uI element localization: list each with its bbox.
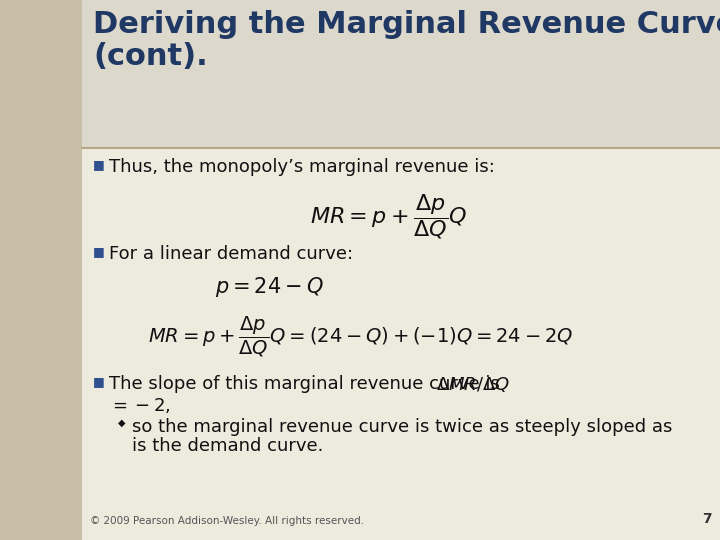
Text: 7: 7 bbox=[703, 512, 712, 526]
Text: Thus, the monopoly’s marginal revenue is:: Thus, the monopoly’s marginal revenue is… bbox=[109, 158, 495, 176]
Text: ■: ■ bbox=[93, 375, 104, 388]
FancyBboxPatch shape bbox=[0, 0, 82, 540]
Text: $MR = p + \dfrac{\Delta p}{\Delta Q}Q = (24 - Q) + (-1)Q = 24 - 2Q$: $MR = p + \dfrac{\Delta p}{\Delta Q}Q = … bbox=[148, 315, 573, 359]
FancyBboxPatch shape bbox=[82, 0, 720, 148]
Text: Deriving the Marginal Revenue Curve: Deriving the Marginal Revenue Curve bbox=[93, 10, 720, 39]
Text: $\Delta MR/\Delta Q$: $\Delta MR/\Delta Q$ bbox=[436, 375, 510, 394]
FancyBboxPatch shape bbox=[82, 0, 720, 540]
Text: $=-2,$: $=-2,$ bbox=[109, 396, 171, 415]
Text: ■: ■ bbox=[93, 245, 104, 258]
Text: $MR = p + \dfrac{\Delta p}{\Delta Q}Q$: $MR = p + \dfrac{\Delta p}{\Delta Q}Q$ bbox=[310, 192, 467, 241]
Text: ◆: ◆ bbox=[118, 418, 125, 428]
Text: © 2009 Pearson Addison-Wesley. All rights reserved.: © 2009 Pearson Addison-Wesley. All right… bbox=[90, 516, 364, 526]
Text: (cont).: (cont). bbox=[93, 42, 208, 71]
Text: is the demand curve.: is the demand curve. bbox=[132, 437, 323, 455]
Text: The slope of this marginal revenue curve is: The slope of this marginal revenue curve… bbox=[109, 375, 505, 393]
Text: ■: ■ bbox=[93, 158, 104, 171]
Text: $p = 24 - Q$: $p = 24 - Q$ bbox=[215, 275, 324, 299]
Text: For a linear demand curve:: For a linear demand curve: bbox=[109, 245, 353, 263]
Text: so the marginal revenue curve is twice as steeply sloped as: so the marginal revenue curve is twice a… bbox=[132, 418, 672, 436]
